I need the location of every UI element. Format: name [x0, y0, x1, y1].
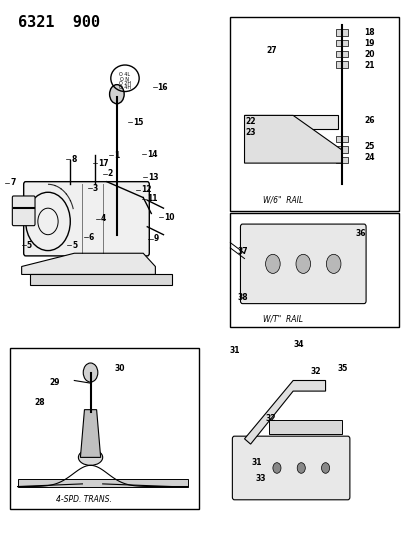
Polygon shape [18, 479, 188, 487]
Text: 34: 34 [294, 341, 304, 350]
Text: 36: 36 [355, 229, 366, 238]
FancyBboxPatch shape [12, 196, 35, 225]
Ellipse shape [78, 449, 103, 465]
Text: 32: 32 [310, 367, 321, 376]
Text: 22: 22 [245, 117, 256, 126]
FancyBboxPatch shape [231, 214, 399, 327]
FancyBboxPatch shape [10, 348, 199, 510]
Circle shape [273, 463, 281, 473]
Text: O 4H: O 4H [119, 85, 131, 90]
Text: 28: 28 [35, 398, 45, 407]
Text: 4-SPD. TRANS.: 4-SPD. TRANS. [56, 495, 112, 504]
Text: O 2H: O 2H [119, 81, 131, 86]
Text: 23: 23 [245, 128, 256, 138]
Circle shape [266, 254, 280, 273]
Bar [336, 51, 348, 57]
Text: 11: 11 [147, 194, 158, 203]
Polygon shape [244, 381, 326, 444]
Text: 20: 20 [364, 50, 375, 59]
Bar [336, 146, 348, 152]
Text: 26: 26 [364, 116, 375, 125]
Text: 6: 6 [89, 233, 94, 242]
Text: 19: 19 [364, 39, 375, 48]
Text: 21: 21 [364, 61, 375, 70]
Polygon shape [22, 253, 155, 274]
Text: 32: 32 [266, 414, 276, 423]
Text: 18: 18 [364, 28, 375, 37]
Text: 38: 38 [237, 293, 248, 302]
Bar [336, 135, 348, 142]
Circle shape [326, 254, 341, 273]
Text: 14: 14 [147, 150, 158, 159]
FancyBboxPatch shape [240, 224, 366, 304]
Circle shape [297, 463, 305, 473]
Bar [336, 29, 348, 36]
Text: 24: 24 [364, 154, 375, 163]
Text: 17: 17 [98, 159, 109, 167]
Text: 35: 35 [338, 364, 348, 373]
Text: 1: 1 [114, 151, 119, 160]
Bar [336, 157, 348, 163]
Text: 33: 33 [256, 474, 266, 483]
FancyBboxPatch shape [24, 182, 149, 256]
Text: 10: 10 [164, 213, 175, 222]
Text: 9: 9 [153, 235, 159, 244]
Text: O N: O N [120, 77, 129, 82]
Text: 15: 15 [133, 118, 144, 127]
Text: 37: 37 [237, 247, 248, 256]
Circle shape [83, 363, 98, 382]
Polygon shape [80, 410, 101, 457]
Circle shape [110, 85, 124, 104]
Circle shape [296, 254, 310, 273]
Text: W/T"  RAIL: W/T" RAIL [263, 315, 303, 324]
Text: 6321  900: 6321 900 [18, 14, 100, 30]
Text: 31: 31 [252, 458, 262, 467]
Bar [336, 61, 348, 68]
FancyBboxPatch shape [269, 420, 342, 433]
Text: 13: 13 [148, 173, 159, 182]
Text: 4: 4 [101, 214, 106, 223]
Circle shape [322, 463, 330, 473]
Text: 30: 30 [115, 365, 125, 373]
FancyBboxPatch shape [233, 436, 350, 500]
Text: 5: 5 [27, 241, 32, 250]
FancyBboxPatch shape [231, 17, 399, 211]
Text: 12: 12 [141, 185, 151, 194]
Polygon shape [244, 115, 342, 163]
FancyBboxPatch shape [244, 115, 338, 128]
Text: 7: 7 [10, 178, 16, 187]
Text: O 4L: O 4L [120, 72, 131, 77]
Text: 29: 29 [49, 377, 60, 386]
Text: 27: 27 [267, 46, 277, 55]
Text: 31: 31 [229, 346, 239, 355]
Text: 5: 5 [72, 241, 78, 250]
Text: 8: 8 [71, 155, 76, 164]
Text: 3: 3 [93, 183, 98, 192]
Text: W/6"  RAIL: W/6" RAIL [263, 196, 303, 205]
Text: 2: 2 [108, 169, 113, 178]
Text: 25: 25 [364, 142, 375, 151]
Text: 16: 16 [157, 83, 168, 92]
Polygon shape [30, 274, 172, 285]
Bar [336, 40, 348, 46]
